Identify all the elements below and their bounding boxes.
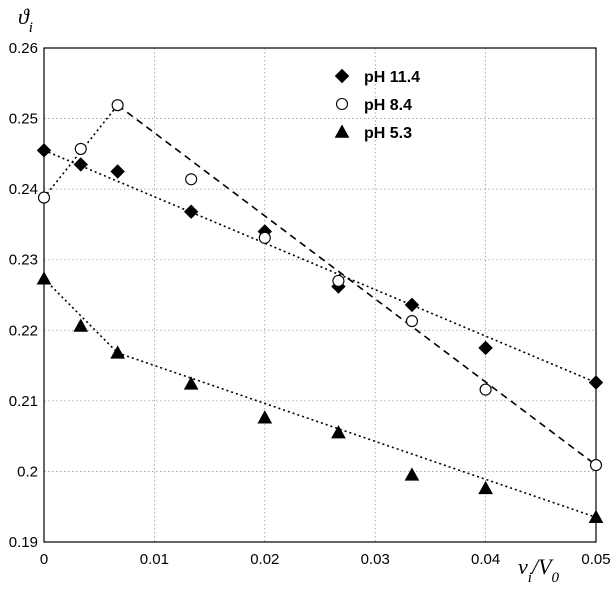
legend: pH 11.4 pH 8.4 pH 5.3 xyxy=(334,68,420,142)
trend-line xyxy=(43,278,119,354)
data-point xyxy=(257,410,273,424)
x-axis-label-v: v xyxy=(518,554,528,579)
data-point xyxy=(404,297,420,313)
y-tick-label: 0.2 xyxy=(17,463,38,480)
x-tick-label: 0.02 xyxy=(250,551,279,568)
data-point xyxy=(404,467,420,481)
legend-label: pH 11.4 xyxy=(364,69,420,86)
legend-label: pH 8.4 xyxy=(364,97,412,114)
x-axis-label-v-sub: i xyxy=(528,570,532,586)
data-point xyxy=(183,376,199,390)
trend-line xyxy=(117,352,597,519)
legend-marker xyxy=(334,124,350,138)
x-tick-label: 0.04 xyxy=(471,551,500,568)
data-point xyxy=(478,480,493,495)
y-tick-label: 0.19 xyxy=(9,534,38,551)
trend-lines xyxy=(43,104,597,519)
legend-marker xyxy=(334,68,350,84)
data-point xyxy=(73,318,89,332)
data-point xyxy=(478,340,493,356)
x-axis-label-V: V xyxy=(538,554,554,579)
trend-line xyxy=(117,104,597,466)
x-tick-label: 0.05 xyxy=(581,551,610,568)
data-point xyxy=(36,271,52,285)
y-tick-label: 0.26 xyxy=(9,40,38,57)
plot-frame xyxy=(43,47,597,543)
legend-label: pH 5.3 xyxy=(364,125,412,142)
y-axis-label-main: ϑ xyxy=(18,4,30,29)
y-axis-label: ϑi xyxy=(18,4,33,36)
data-point xyxy=(183,204,199,219)
data-point xyxy=(588,509,604,523)
trend-line xyxy=(43,149,597,384)
legend-marker xyxy=(335,97,349,111)
data-point xyxy=(36,143,52,158)
y-tick-label: 0.24 xyxy=(9,181,38,198)
data-point xyxy=(331,425,346,439)
y-tick-label: 0.23 xyxy=(9,252,38,269)
data-point xyxy=(479,383,492,396)
grid xyxy=(44,48,596,542)
x-tick-label: 0 xyxy=(40,551,48,568)
data-points xyxy=(36,99,604,523)
data-point xyxy=(185,173,198,186)
data-point xyxy=(74,142,87,155)
data-point xyxy=(258,231,271,244)
y-axis-label-sub: i xyxy=(29,20,33,36)
tick-labels: 0 0.01 0.02 0.03 0.04 0.05 0.19 0.2 0.21 0.22 0.23… xyxy=(9,40,611,568)
x-axis-label-V-sub: 0 xyxy=(552,570,560,586)
data-point xyxy=(589,459,603,472)
data-point xyxy=(111,99,124,112)
data-point xyxy=(37,191,51,204)
y-tick-label: 0.21 xyxy=(9,393,38,410)
x-axis-label: vi/V0 xyxy=(518,554,560,586)
x-tick-label: 0.01 xyxy=(140,551,169,568)
data-point xyxy=(588,375,604,390)
y-tick-label: 0.25 xyxy=(9,111,38,128)
data-point xyxy=(110,164,125,179)
x-tick-label: 0.03 xyxy=(361,551,390,568)
x-axis-label-slash: / xyxy=(530,554,540,579)
data-point xyxy=(110,345,125,359)
data-point xyxy=(73,157,88,172)
data-point xyxy=(332,274,345,287)
data-point xyxy=(405,315,419,328)
y-tick-label: 0.22 xyxy=(9,322,38,339)
